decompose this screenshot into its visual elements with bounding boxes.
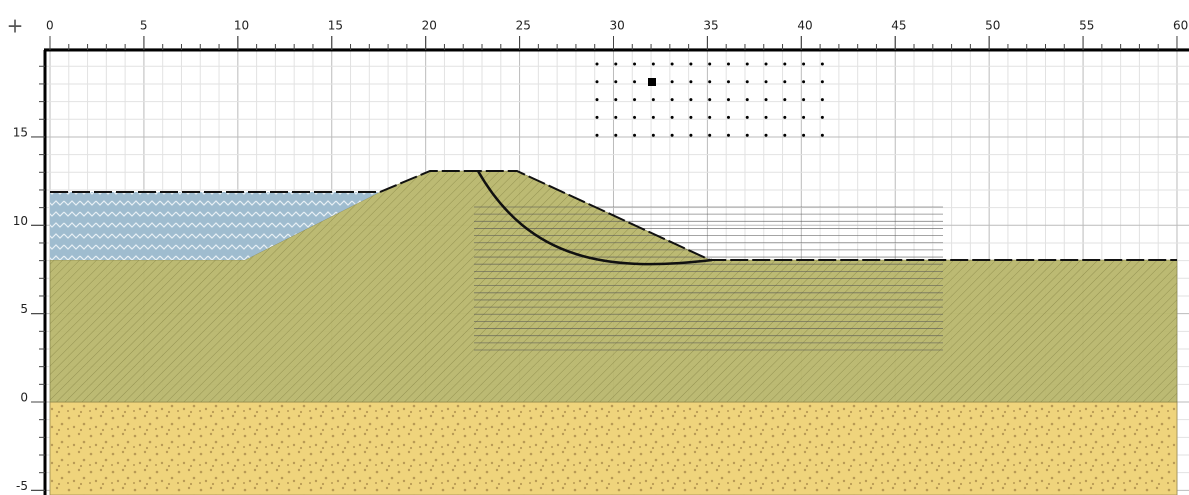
center-point: [671, 63, 674, 66]
center-point: [727, 116, 730, 119]
left-tick-label: 15: [13, 125, 28, 139]
center-point: [708, 116, 711, 119]
left-tick-label: 5: [20, 302, 28, 316]
center-point: [689, 80, 692, 83]
center-point: [821, 80, 824, 83]
center-point: [727, 134, 730, 137]
center-point: [746, 80, 749, 83]
center-point: [727, 98, 730, 101]
center-point: [765, 98, 768, 101]
center-point: [783, 134, 786, 137]
center-point: [783, 80, 786, 83]
center-point: [596, 63, 599, 66]
center-point: [765, 134, 768, 137]
search-grid-lines: [474, 207, 943, 350]
center-point: [671, 116, 674, 119]
center-point: [802, 116, 805, 119]
top-tick-label: 60: [1173, 19, 1188, 33]
center-point: [746, 134, 749, 137]
left-tick-label: 0: [20, 391, 28, 405]
center-point: [821, 98, 824, 101]
left-tick-label: 10: [13, 214, 28, 228]
center-point: [802, 80, 805, 83]
center-point: [614, 80, 617, 83]
center-point: [783, 63, 786, 66]
center-point: [596, 98, 599, 101]
center-point: [765, 80, 768, 83]
sand-layer[interactable]: [50, 402, 1177, 495]
center-point: [652, 134, 655, 137]
center-point: [596, 134, 599, 137]
center-point: [783, 116, 786, 119]
corner-button[interactable]: +: [7, 14, 24, 38]
center-point: [708, 98, 711, 101]
center-point: [614, 98, 617, 101]
center-point: [689, 98, 692, 101]
center-point: [689, 63, 692, 66]
center-point: [671, 134, 674, 137]
top-tick-label: 35: [703, 19, 718, 33]
top-tick-label: 45: [891, 19, 906, 33]
center-point: [652, 98, 655, 101]
center-point: [802, 98, 805, 101]
top-tick-label: 40: [797, 19, 812, 33]
center-point: [614, 63, 617, 66]
center-point: [671, 80, 674, 83]
top-tick-label: 0: [46, 19, 54, 33]
top-tick-label: 20: [422, 19, 437, 33]
top-tick-label: 50: [985, 19, 1000, 33]
center-point: [765, 63, 768, 66]
critical-center[interactable]: [648, 78, 656, 86]
center-point: [708, 80, 711, 83]
center-point: [746, 98, 749, 101]
top-tick-label: 5: [140, 19, 148, 33]
center-point: [689, 116, 692, 119]
top-tick-label: 25: [516, 19, 531, 33]
center-point: [614, 134, 617, 137]
center-point: [708, 134, 711, 137]
center-point: [727, 63, 730, 66]
left-ruler: [0, 0, 44, 495]
center-point: [633, 134, 636, 137]
center-point: [633, 80, 636, 83]
top-tick-label: 30: [609, 19, 624, 33]
center-point: [596, 116, 599, 119]
center-point: [821, 134, 824, 137]
center-point: [652, 116, 655, 119]
center-point: [671, 98, 674, 101]
top-ruler: [0, 0, 1189, 48]
top-tick-label: 15: [328, 19, 343, 33]
center-point: [727, 80, 730, 83]
left-tick-label: -5: [16, 479, 28, 493]
center-point: [633, 63, 636, 66]
center-point: [746, 63, 749, 66]
center-point: [746, 116, 749, 119]
center-point: [596, 80, 599, 83]
center-point: [783, 98, 786, 101]
center-point: [802, 63, 805, 66]
top-tick-label: 55: [1079, 19, 1094, 33]
center-point: [633, 98, 636, 101]
center-point: [802, 134, 805, 137]
center-point: [652, 63, 655, 66]
center-point: [689, 134, 692, 137]
center-point: [821, 63, 824, 66]
center-point: [708, 63, 711, 66]
center-point: [765, 116, 768, 119]
center-point: [614, 116, 617, 119]
top-tick-label: 10: [234, 19, 249, 33]
center-point: [633, 116, 636, 119]
canvas-view: + 051015202530354045505560151050-5: [0, 0, 1189, 495]
center-point: [821, 116, 824, 119]
